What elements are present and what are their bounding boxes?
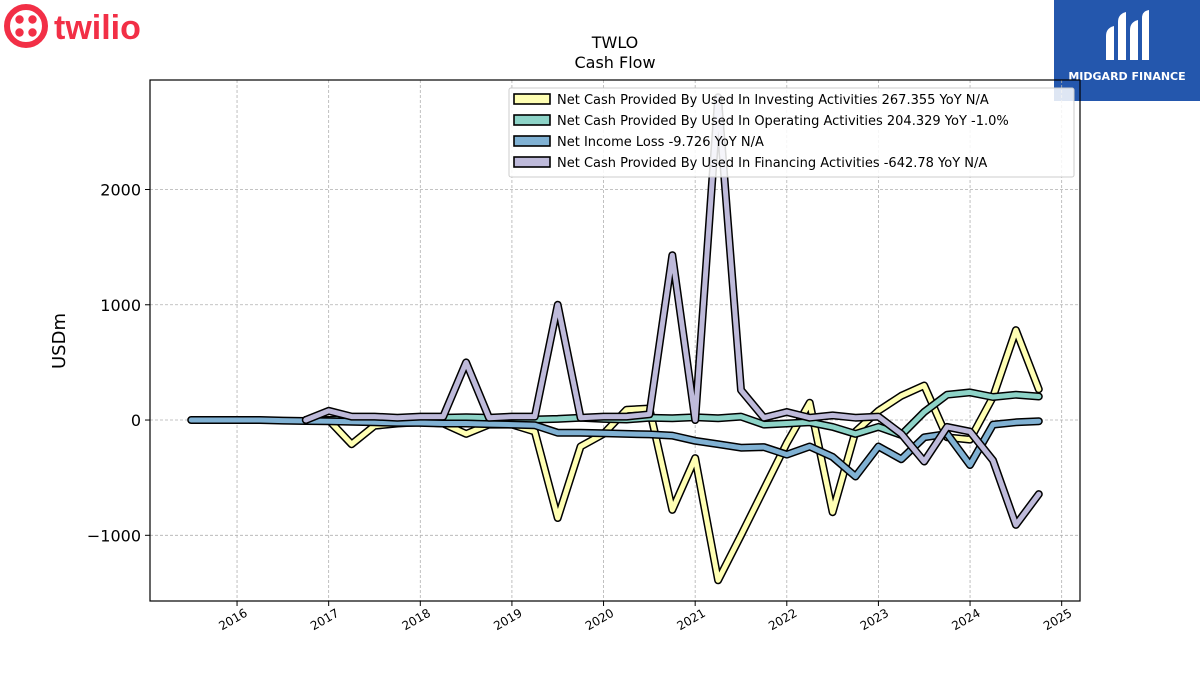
x-tick-label: 2021 (674, 606, 707, 633)
series-line-3 (188, 417, 1042, 479)
x-tick-label: 2020 (583, 606, 616, 633)
x-tick-label: 2025 (1041, 606, 1074, 633)
midgard-finance-emblem-icon (1106, 10, 1149, 60)
legend-box (508, 87, 1075, 178)
legend-label: Net Cash Provided By Used In Financing A… (557, 156, 987, 171)
chart-subtitle: Cash Flow (574, 53, 655, 72)
legend-label: Net Income Loss -9.726 YoY N/A (557, 135, 764, 150)
legend-swatch (513, 93, 551, 105)
legend: Net Cash Provided By Used In Investing A… (508, 87, 1075, 178)
series-line-4 (303, 94, 1042, 528)
legend-label: Net Cash Provided By Used In Investing A… (557, 93, 989, 108)
y-axis: −1000 0 1000 2000 (87, 181, 150, 545)
x-tick-label: 2018 (400, 606, 433, 633)
x-tick-label: 2016 (216, 606, 249, 633)
midgard-finance-text: MIDGARD FINANCE (1068, 70, 1185, 83)
x-tick-label: 2024 (949, 606, 982, 633)
y-tick-label: 0 (131, 411, 141, 430)
x-tick-label: 2017 (308, 606, 341, 633)
legend-swatch (513, 114, 551, 126)
y-tick-label: 2000 (100, 181, 141, 200)
twilio-logo-text: twilio (54, 9, 141, 47)
x-tick-label: 2022 (766, 606, 799, 633)
twilio-logo: twilio (4, 2, 164, 50)
x-tick-label: 2019 (491, 606, 524, 633)
legend-swatch (513, 135, 551, 147)
series-lines (187, 93, 1043, 585)
legend-swatch (513, 156, 551, 168)
twilio-logo-dot (28, 28, 37, 37)
twilio-logo-dot (15, 28, 24, 37)
y-tick-label: 1000 (100, 296, 141, 315)
chart-title: TWLO (591, 33, 639, 52)
midgard-finance-badge: MIDGARD FINANCE (1054, 0, 1200, 101)
twilio-logo-icon (4, 4, 48, 48)
y-tick-label: −1000 (87, 526, 141, 545)
x-axis: 2016 2017 2018 2019 2020 2021 2022 2023 2024 2025 (216, 601, 1074, 633)
twilio-logo-dot (28, 15, 37, 24)
twilio-logo-dot (15, 15, 24, 24)
y-axis-label: USDm (49, 313, 70, 369)
x-tick-label: 2023 (858, 606, 891, 633)
legend-label: Net Cash Provided By Used In Operating A… (557, 114, 1009, 129)
plot-frame (149, 79, 1081, 602)
